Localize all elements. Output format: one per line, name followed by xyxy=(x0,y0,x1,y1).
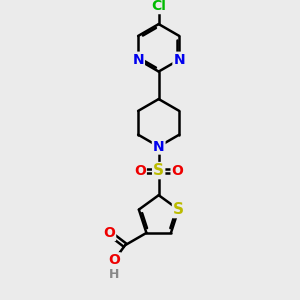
Text: H: H xyxy=(109,268,119,281)
Text: Cl: Cl xyxy=(151,0,166,13)
Text: N: N xyxy=(153,140,164,154)
Text: O: O xyxy=(103,226,115,240)
Text: N: N xyxy=(132,53,144,67)
Text: O: O xyxy=(172,164,183,178)
Text: O: O xyxy=(134,164,146,178)
Text: N: N xyxy=(173,53,185,67)
Text: S: S xyxy=(173,202,184,217)
Text: S: S xyxy=(153,163,164,178)
Text: O: O xyxy=(108,253,120,267)
